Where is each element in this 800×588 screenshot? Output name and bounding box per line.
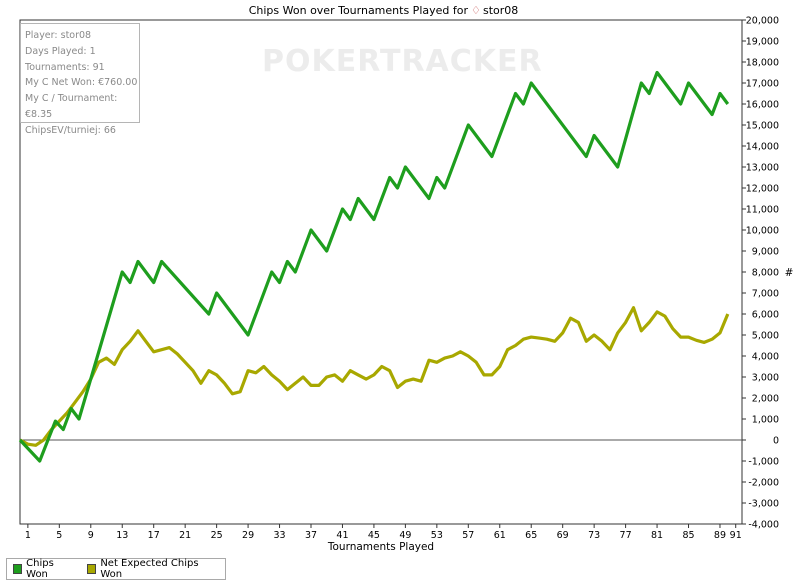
legend-label-chips-won: Chips Won bbox=[26, 558, 54, 580]
x-axis-title: Tournaments Played bbox=[327, 541, 434, 553]
info-box: Player: stor08 Days Played: 1 Tournament… bbox=[20, 23, 140, 136]
series-group bbox=[18, 70, 730, 463]
x-tick-label: 89 bbox=[714, 530, 726, 541]
player-icon: ♢ bbox=[471, 4, 481, 17]
x-tick-label: 33 bbox=[273, 530, 285, 541]
y-tick-label: -2,000 bbox=[748, 478, 779, 489]
legend-label-net-expected: Net Expected Chips Won bbox=[100, 558, 199, 580]
y-tick-label: 13,000 bbox=[746, 163, 779, 174]
info-days-played: Days Played: 1 bbox=[25, 45, 96, 57]
y-tick-label: 3,000 bbox=[752, 373, 779, 384]
y-tick-label: 10,000 bbox=[746, 226, 779, 237]
y-tick-label: 2,000 bbox=[752, 394, 779, 405]
y-tick-label: 5,000 bbox=[752, 331, 779, 342]
x-tick-label: 81 bbox=[651, 530, 663, 541]
y-tick-label: 9,000 bbox=[752, 247, 779, 258]
x-tick-label: 61 bbox=[494, 530, 506, 541]
x-tick-label: 37 bbox=[305, 530, 317, 541]
x-tick-label: 53 bbox=[431, 530, 443, 541]
x-tick-label: 17 bbox=[148, 530, 160, 541]
legend-item-chips-won: Chips Won bbox=[13, 558, 73, 580]
y-tick-label: 20,000 bbox=[746, 16, 779, 27]
y-tick-label: 6,000 bbox=[752, 310, 779, 321]
y-tick-label: 4,000 bbox=[752, 352, 779, 363]
x-tick-label: 73 bbox=[588, 530, 600, 541]
legend-swatch-net-expected bbox=[87, 564, 97, 574]
x-tick-label: 5 bbox=[56, 530, 62, 541]
y-axis-title: # bbox=[785, 267, 794, 279]
info-per-tournament: My C / Tournament: €8.35 bbox=[25, 93, 118, 120]
y-tick-label: 17,000 bbox=[746, 79, 779, 90]
x-tick-label: 45 bbox=[368, 530, 380, 541]
y-tick-label: 0 bbox=[773, 436, 779, 447]
y-tick-label: -3,000 bbox=[748, 499, 779, 510]
x-tick-label: 69 bbox=[557, 530, 569, 541]
x-tick-label: 57 bbox=[462, 530, 474, 541]
x-tick-label: 25 bbox=[211, 530, 223, 541]
x-tick-label: 49 bbox=[399, 530, 411, 541]
series-line-net-expected bbox=[19, 306, 730, 447]
y-tick-label: 12,000 bbox=[746, 184, 779, 195]
x-tick-label: 77 bbox=[620, 530, 632, 541]
info-player: Player: stor08 bbox=[25, 30, 92, 41]
legend-item-net-expected: Net Expected Chips Won bbox=[87, 558, 211, 580]
x-tick-label: 1 bbox=[25, 530, 31, 541]
y-tick-label: 1,000 bbox=[752, 415, 779, 426]
y-tick-label: 14,000 bbox=[746, 142, 779, 153]
x-tick-label: 91 bbox=[730, 530, 742, 541]
x-tick-label: 65 bbox=[525, 530, 537, 541]
chart-player-name: stor08 bbox=[483, 4, 518, 17]
y-tick-label: 16,000 bbox=[746, 100, 779, 111]
y-tick-label: 15,000 bbox=[746, 121, 779, 132]
info-net-won: My C Net Won: €760.00 bbox=[25, 77, 138, 89]
x-tick-label: 21 bbox=[179, 530, 191, 541]
x-tick-label: 9 bbox=[88, 530, 94, 541]
info-tournaments: Tournaments: 91 bbox=[25, 61, 105, 73]
x-tick-label: 85 bbox=[682, 530, 694, 541]
x-tick-label: 41 bbox=[336, 530, 348, 541]
y-axis: -4,000 -3,000 -2,000 -1,000 0 1,000 2,000 3,000… bbox=[742, 16, 779, 531]
y-tick-label: -1,000 bbox=[748, 457, 779, 468]
chart-title: Chips Won over Tournaments Played for bbox=[249, 4, 469, 17]
x-axis: 1 5 9 13 17 21 25 29 33 37 41 45 49 53 57 61 65 69 73 77 81 8… bbox=[25, 524, 742, 541]
y-tick-label: 11,000 bbox=[746, 205, 779, 216]
watermark: POKERTRACKER bbox=[262, 44, 543, 79]
x-tick-label: 29 bbox=[242, 530, 254, 541]
y-tick-label: 19,000 bbox=[746, 37, 779, 48]
y-tick-label: 7,000 bbox=[752, 289, 779, 300]
y-tick-label: 18,000 bbox=[746, 58, 779, 69]
y-tick-label: -4,000 bbox=[748, 520, 779, 531]
y-tick-label: 8,000 bbox=[752, 268, 779, 279]
info-chipsev: ChipsEV/turniej: 66 bbox=[25, 124, 116, 136]
x-tick-label: 13 bbox=[116, 530, 128, 541]
legend: Chips Won Net Expected Chips Won bbox=[6, 558, 226, 580]
legend-swatch-chips-won bbox=[13, 564, 23, 574]
series-line-chips-won bbox=[18, 70, 730, 463]
